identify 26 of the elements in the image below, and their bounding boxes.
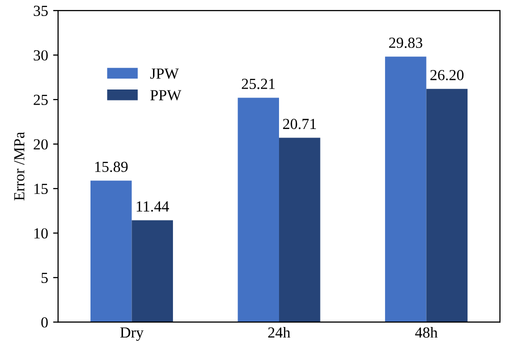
legend-label: PPW (150, 90, 182, 100)
y-tick-label: 25 (34, 94, 48, 106)
y-tick-label: 5 (42, 272, 48, 284)
data-label: 26.20 (430, 70, 464, 80)
bar (132, 220, 173, 322)
y-tick-label: 0 (41, 317, 48, 328)
data-label: 25.21 (242, 78, 275, 90)
y-tick-label: 30 (34, 50, 48, 61)
y-tick-label: 10 (34, 228, 48, 239)
y-axis-title: Error /MPa (14, 132, 24, 200)
data-label: 29.83 (389, 38, 422, 48)
data-label: 15.89 (95, 162, 128, 172)
bar (238, 98, 280, 322)
y-tick-label: 15 (34, 184, 48, 194)
data-label: 20.71 (283, 118, 316, 130)
x-tick-label: Dry (120, 327, 144, 341)
bar (426, 88, 468, 322)
x-tick-label: 24h (268, 326, 290, 338)
legend-label: JPW (150, 68, 179, 79)
x-tick-label: 48h (415, 326, 438, 338)
y-tick-label: 35 (34, 6, 48, 16)
y-tick-label: 20 (34, 139, 48, 150)
data-label: 11.44 (136, 201, 170, 212)
bar (90, 180, 132, 322)
bar (279, 138, 320, 322)
bar (385, 56, 426, 322)
